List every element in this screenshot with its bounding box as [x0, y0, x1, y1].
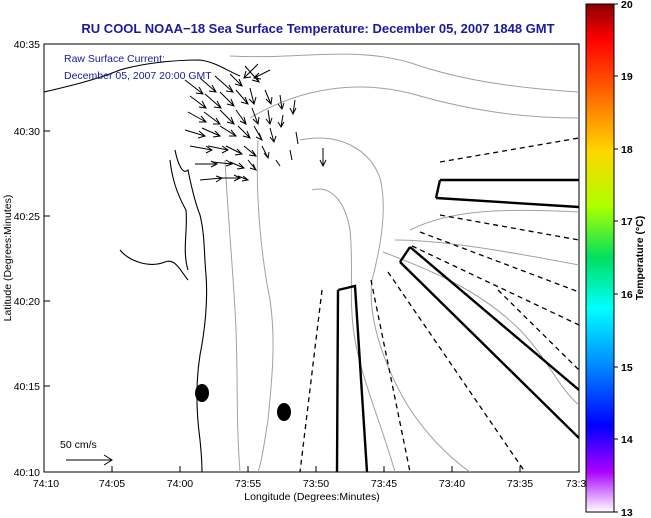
y-tick-label: 40:25: [14, 211, 40, 223]
y-tick-label: 40:15: [14, 381, 40, 393]
scale-arrow-label: 50 cm/s: [60, 439, 97, 451]
y-axis-label: Latitude (Degrees:Minutes): [2, 195, 14, 322]
current-caption-line2: December 05, 2007 20:00 GMT: [64, 70, 212, 82]
x-axis-label: Longitude (Degrees:Minutes): [244, 491, 379, 503]
x-tick-label: 74:05: [99, 478, 125, 490]
buoy-marker: [277, 403, 291, 421]
x-tick-label: 73:45: [371, 478, 397, 490]
colorbar-tick-label: 16: [621, 289, 633, 301]
x-tick-label: 73:50: [303, 478, 329, 490]
buoy-markers: [195, 384, 291, 421]
y-tick-labels: 40:35 40:30 40:25 40:20 40:15 40:10: [14, 39, 40, 479]
colorbar-tick-label: 19: [621, 71, 633, 83]
colorbar-tick-label: 17: [621, 216, 633, 228]
colorbar-tick-label: 20: [621, 0, 633, 11]
y-tick-label: 40:20: [14, 296, 40, 308]
x-tick-labels: 74:10 74:05 74:00 73:55 73:50 73:45 73:4…: [33, 478, 587, 490]
bathymetry-contours: [224, 53, 579, 472]
colorbar-tick-label: 15: [621, 362, 633, 374]
x-tick-label: 73:55: [235, 478, 261, 490]
y-tick-label: 40:30: [14, 126, 40, 138]
colorbar-tick-label: 18: [621, 144, 633, 156]
coastline: [44, 59, 241, 472]
current-vectors: [184, 63, 327, 183]
colorbar-gradient: [585, 3, 615, 513]
x-tick-label: 73:40: [439, 478, 465, 490]
current-caption-line1: Raw Surface Current:: [64, 53, 165, 65]
y-tick-label: 40:10: [14, 467, 40, 479]
scale-arrow: 50 cm/s: [60, 439, 113, 466]
x-tick-label: 73:35: [507, 478, 533, 490]
x-tick-label: 74:10: [33, 478, 59, 490]
radial-dashed-lines: [299, 137, 579, 472]
colorbar-tick-label: 14: [621, 434, 633, 446]
x-tick-label: 74:00: [167, 478, 193, 490]
buoy-marker: [195, 384, 209, 402]
y-tick-label: 40:35: [14, 39, 40, 51]
map-frame: [43, 43, 580, 473]
colorbar-tick-label: 13: [621, 507, 633, 518]
axis-ticks: [43, 43, 521, 473]
map-panel: Raw Surface Current: December 05, 2007 2…: [43, 43, 580, 473]
map-title: RU COOL NOAA−18 Sea Surface Temperature:…: [81, 21, 554, 36]
radar-beams: [335, 178, 579, 472]
right-arrow-icon: [66, 454, 113, 466]
temperature-colorbar: 20 19 18 17 16 15 14 13 Temperature (°C): [585, 0, 646, 518]
x-tick-label: 73:3: [566, 478, 587, 490]
colorbar-label: Temperature (°C): [634, 216, 646, 301]
